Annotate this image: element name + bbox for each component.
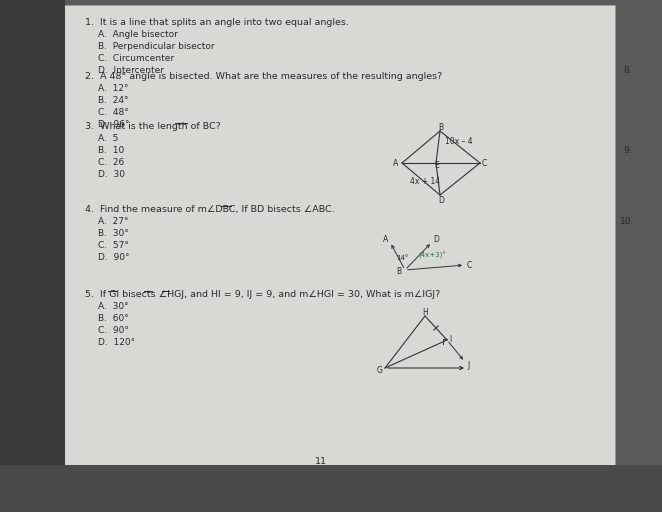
Text: B.  30°: B. 30°	[98, 229, 128, 238]
Text: D: D	[438, 196, 444, 205]
Text: E: E	[434, 161, 439, 170]
Text: A.  12°: A. 12°	[98, 84, 128, 93]
Text: G: G	[377, 366, 383, 375]
Text: 11: 11	[315, 457, 327, 466]
FancyBboxPatch shape	[60, 5, 615, 465]
Text: D.  30: D. 30	[98, 170, 125, 179]
Text: J: J	[467, 361, 469, 370]
Text: H: H	[422, 308, 428, 317]
Text: 1.  It is a line that splits an angle into two equal angles.: 1. It is a line that splits an angle int…	[85, 18, 349, 27]
Text: C.  90°: C. 90°	[98, 326, 129, 335]
FancyBboxPatch shape	[0, 0, 65, 512]
Text: D.  120°: D. 120°	[98, 338, 135, 347]
Text: 14°: 14°	[396, 255, 408, 261]
Text: C: C	[467, 261, 472, 270]
Text: B: B	[396, 267, 401, 276]
Text: C.  48°: C. 48°	[98, 108, 128, 117]
Text: A.  5: A. 5	[98, 134, 118, 143]
Text: D.  96°: D. 96°	[98, 120, 130, 129]
Text: A: A	[383, 235, 388, 244]
Text: D.  90°: D. 90°	[98, 253, 130, 262]
Text: B.  60°: B. 60°	[98, 314, 128, 323]
Text: A: A	[393, 159, 399, 168]
Text: 2.  A 48° angle is bisected. What are the measures of the resulting angles?: 2. A 48° angle is bisected. What are the…	[85, 72, 442, 81]
Text: 10.: 10.	[620, 217, 634, 226]
Text: 4x + 14: 4x + 14	[410, 177, 440, 186]
Text: C.  26: C. 26	[98, 158, 124, 167]
Text: 8.: 8.	[623, 66, 632, 75]
Text: B.  Perpendicular bisector: B. Perpendicular bisector	[98, 42, 214, 51]
Text: 3.  What is the length of BC?: 3. What is the length of BC?	[85, 122, 220, 131]
Text: C.  Circumcenter: C. Circumcenter	[98, 54, 174, 63]
Text: A.  Angle bisector: A. Angle bisector	[98, 30, 178, 39]
Text: B: B	[438, 123, 443, 132]
Text: D: D	[433, 235, 439, 244]
Text: 9.: 9.	[623, 146, 632, 155]
FancyBboxPatch shape	[0, 465, 662, 512]
Text: C.  57°: C. 57°	[98, 241, 129, 250]
Text: D.  Intercenter: D. Intercenter	[98, 66, 164, 75]
Text: B.  10: B. 10	[98, 146, 124, 155]
Text: 5.  If GI bisects ∠HGJ, and HI = 9, IJ = 9, and m∠HGI = 30, What is m∠IGJ?: 5. If GI bisects ∠HGJ, and HI = 9, IJ = …	[85, 290, 440, 299]
Text: C: C	[482, 159, 487, 168]
Text: B.  24°: B. 24°	[98, 96, 128, 105]
Text: A.  30°: A. 30°	[98, 302, 128, 311]
Text: A.  27°: A. 27°	[98, 217, 128, 226]
Text: 10x – 4: 10x – 4	[445, 137, 473, 146]
Text: (4x+3)°: (4x+3)°	[418, 252, 446, 259]
Text: 4.  Find the measure of m∠DBC, If BD bisects ∠ABC.: 4. Find the measure of m∠DBC, If BD bise…	[85, 205, 334, 214]
Text: I: I	[449, 335, 451, 344]
